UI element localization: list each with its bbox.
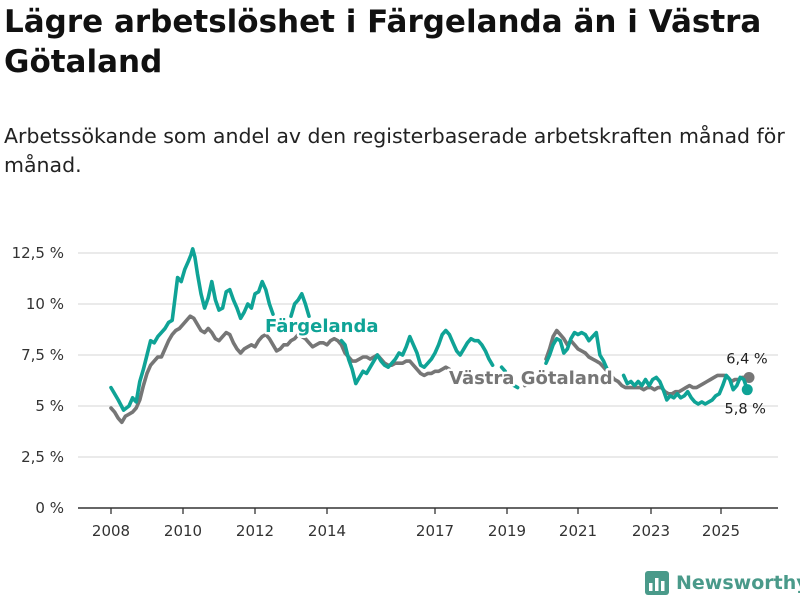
fargelanda-line xyxy=(512,383,520,390)
vastra-gotaland-line xyxy=(523,381,531,388)
x-tick-label: 2019 xyxy=(488,522,526,540)
y-axis-ticks: 0 % 2,5 % 5 % 7,5 % 10 % 12,5 % xyxy=(12,244,64,517)
x-tick-label: 2023 xyxy=(632,522,670,540)
fargelanda-line xyxy=(289,292,311,318)
vastra-gotaland-line xyxy=(544,328,751,396)
brand-name: Newsworthy xyxy=(676,572,800,594)
fargelanda-end-point xyxy=(741,384,753,396)
series-labels: Färgelanda Västra Götaland 6,4 % 5,8 % xyxy=(263,314,768,418)
x-tick-label: 2012 xyxy=(236,522,274,540)
fargelanda-line xyxy=(544,330,609,372)
vastra-gotaland-line xyxy=(109,314,462,425)
y-tick-label: 2,5 % xyxy=(21,448,64,466)
grid-lines xyxy=(78,252,778,458)
y-tick-label: 12,5 % xyxy=(12,244,64,262)
fargelanda-series-label: Färgelanda xyxy=(265,316,379,337)
y-tick-label: 0 % xyxy=(35,499,64,517)
vastra-gotaland-end-label: 6,4 % xyxy=(726,351,767,367)
chart-title: Lägre arbetslöshet i Färgelanda än i Väs… xyxy=(4,4,762,80)
fargelanda-line xyxy=(339,328,495,386)
fargelanda-line xyxy=(621,373,750,406)
fargelanda-line xyxy=(499,365,507,374)
vastra-gotaland-series-label: Västra Götaland xyxy=(449,368,613,389)
series-lines xyxy=(109,247,755,425)
x-tick-label: 2014 xyxy=(308,522,346,540)
x-axis-ticks: 2008 2010 2012 2014 2017 2019 2021 2023 2025 xyxy=(92,508,740,540)
x-tick-label: 2010 xyxy=(164,522,202,540)
x-tick-label: 2017 xyxy=(416,522,454,540)
y-tick-label: 10 % xyxy=(26,295,64,313)
bar-chart-logo-icon xyxy=(645,571,669,595)
newsworthy-logo: Newsworthy xyxy=(644,570,800,596)
fargelanda-line xyxy=(109,247,275,412)
y-tick-label: 7,5 % xyxy=(21,346,64,364)
vastra-gotaland-end-point xyxy=(743,371,755,383)
y-tick-label: 5 % xyxy=(35,397,64,415)
chart-subtitle: Arbetssökande som andel av den registerb… xyxy=(4,124,785,177)
fargelanda-end-label: 5,8 % xyxy=(725,402,766,418)
x-tick-label: 2008 xyxy=(92,522,130,540)
x-tick-label: 2021 xyxy=(559,522,597,540)
x-tick-label: 2025 xyxy=(702,522,740,540)
